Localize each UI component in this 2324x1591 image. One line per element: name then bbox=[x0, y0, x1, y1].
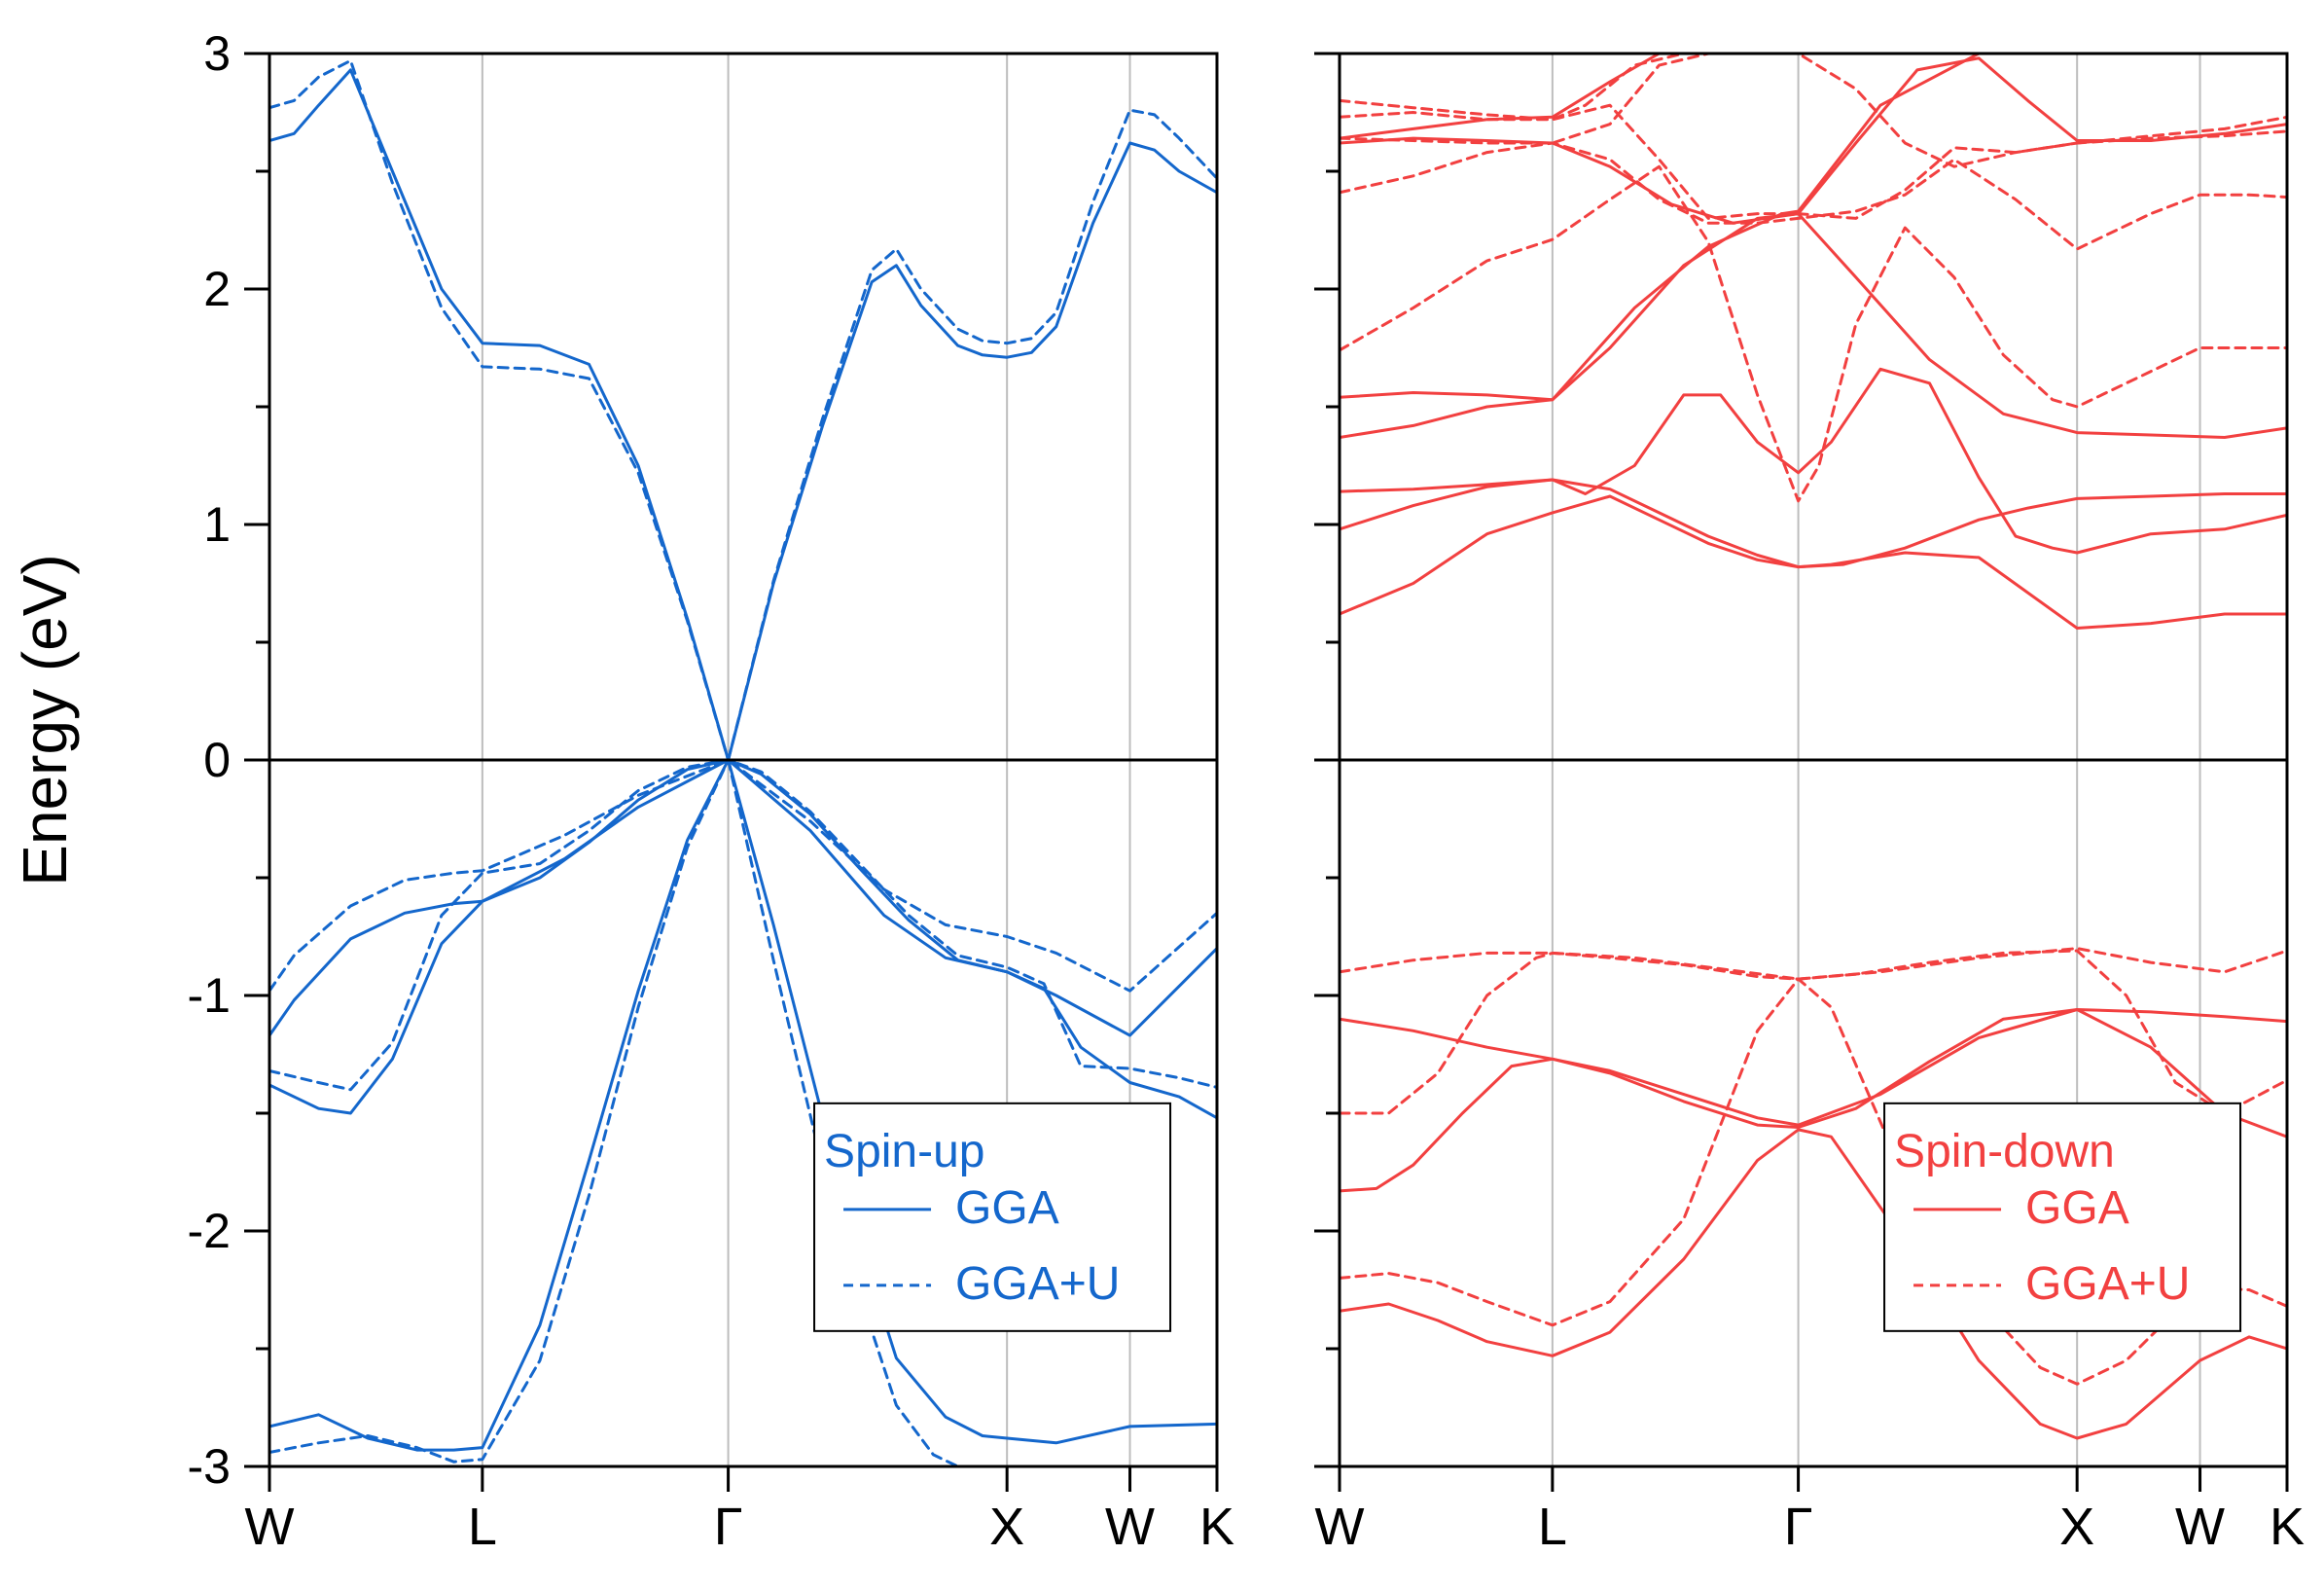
spin-down-x-tick-label: L bbox=[1538, 1498, 1567, 1556]
spin-down-band-gga-u-line bbox=[1340, 54, 1833, 122]
spin-down-bands bbox=[1340, 54, 2287, 1440]
y-tick-label: 0 bbox=[203, 733, 231, 787]
bands-layer bbox=[269, 54, 2287, 1466]
spin-down-band-gga-line bbox=[1340, 54, 1801, 140]
y-tick-label: -2 bbox=[188, 1204, 231, 1258]
spin-down-x-tick-label: K bbox=[2270, 1498, 2305, 1556]
spin-up-x-tick-label: K bbox=[1199, 1498, 1234, 1556]
spin-down-band-gga-line bbox=[1340, 54, 2287, 402]
spin-up-x-tick-label: Γ bbox=[714, 1498, 743, 1556]
spin-down-band-gga-line bbox=[1340, 1008, 2287, 1193]
spin-down-band-gga-line bbox=[1340, 367, 2287, 555]
spin-up-band-gga-line bbox=[269, 68, 731, 762]
spin-down-x-tick-label: X bbox=[2059, 1498, 2094, 1556]
spin-down-band-gga-u-line bbox=[1340, 54, 2287, 168]
spin-up-legend-entry: GGA+U bbox=[955, 1258, 1120, 1310]
spin-up-x-tick-label: L bbox=[468, 1498, 497, 1556]
spin-down-band-gga-u-line bbox=[1340, 98, 2287, 220]
y-tick-label: 3 bbox=[203, 26, 231, 81]
spin-down-band-gga-line bbox=[1340, 212, 2287, 439]
spin-down-legend-entry: GGA bbox=[2025, 1182, 2129, 1234]
spin-down-legend-box bbox=[1883, 1102, 2242, 1332]
spin-down-band-gga-line bbox=[1340, 494, 2287, 630]
spin-up-bands bbox=[269, 58, 1217, 1466]
spin-down-band-gga-line bbox=[1340, 1128, 2287, 1440]
spin-down-band-gga-u-line bbox=[1340, 949, 2287, 1115]
spin-down-band-gga-u-line bbox=[1340, 947, 2287, 981]
spin-up-band-gga-line bbox=[269, 758, 731, 1452]
y-axis-title: Energy (eV) bbox=[10, 554, 80, 886]
spin-up-band-gga-u-line bbox=[269, 758, 1217, 1092]
spin-down-legend-title: Spin-down bbox=[1894, 1126, 2115, 1177]
spin-up-band-gga-line bbox=[727, 758, 1217, 1445]
y-tick-label: -1 bbox=[188, 968, 231, 1023]
spin-up-band-gga-u-line bbox=[269, 758, 731, 1464]
y-tick-label: -3 bbox=[188, 1439, 231, 1494]
spin-up-x-tick-label: W bbox=[245, 1498, 295, 1556]
spin-up-legend-box bbox=[813, 1102, 1172, 1332]
spin-up-band-gga-u-line bbox=[269, 58, 731, 762]
spin-up-x-tick-label: W bbox=[1105, 1498, 1155, 1556]
spin-down-legend-entry: GGA+U bbox=[2025, 1258, 2190, 1310]
spin-down-band-gga-u-line bbox=[1340, 164, 2287, 503]
spin-up-band-gga-u-line bbox=[727, 108, 1217, 762]
spin-down-x-tick-label: Γ bbox=[1784, 1498, 1813, 1556]
spin-down-band-gga-line bbox=[1340, 1008, 2287, 1127]
y-tick-label: 2 bbox=[203, 262, 231, 316]
spin-up-x-tick-label: X bbox=[989, 1498, 1024, 1556]
spin-down-x-tick-label: W bbox=[1315, 1498, 1365, 1556]
spin-down-band-gga-line bbox=[1340, 478, 2287, 569]
spin-up-legend-title: Spin-up bbox=[824, 1126, 984, 1177]
spin-down-x-tick-label: W bbox=[2175, 1498, 2225, 1556]
spin-down-band-gga-u-line bbox=[1340, 977, 2287, 1386]
spin-up-band-gga-u-line bbox=[269, 758, 1217, 993]
spin-down-band-gga-u-line bbox=[1340, 141, 2287, 251]
spin-up-legend-entry: GGA bbox=[955, 1182, 1059, 1234]
y-tick-label: 1 bbox=[203, 497, 231, 552]
spin-down-band-gga-line bbox=[1340, 56, 2287, 225]
spin-up-band-gga-line bbox=[727, 141, 1217, 762]
